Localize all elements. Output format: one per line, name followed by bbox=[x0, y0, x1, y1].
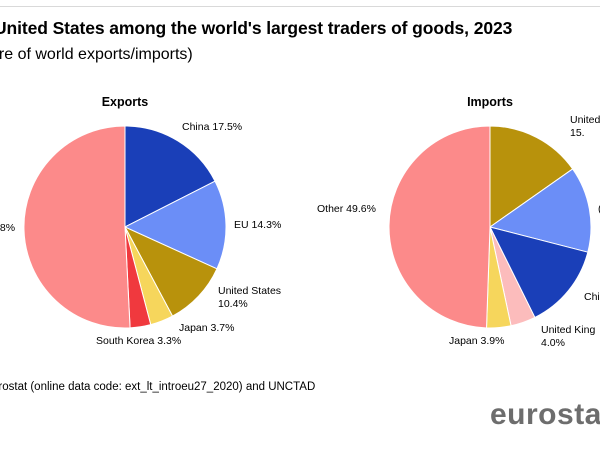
chart-subtitle: are of world exports/imports) bbox=[0, 46, 193, 63]
chart-title: United States among the world's largest … bbox=[0, 18, 513, 38]
imports-title: Imports bbox=[467, 95, 513, 109]
slice-label-japan: Japan 3.9% bbox=[449, 335, 504, 347]
eurostat-logo: eurostat bbox=[490, 398, 600, 431]
exports-pie: Exports China 17.5% EU 14.3% United States… bbox=[0, 95, 281, 347]
exports-labels: China 17.5% EU 14.3% United States 10.4% Jap… bbox=[0, 121, 281, 347]
slice-label-other: Other 49.6% bbox=[317, 203, 376, 215]
slice-label-china: China 17.5% bbox=[182, 121, 242, 133]
exports-slices bbox=[23, 125, 227, 329]
pie-slice-united-states bbox=[489, 125, 574, 228]
slice-label-united-states: United 15. bbox=[570, 114, 600, 139]
slice-label-japan: Japan 3.7% bbox=[179, 322, 234, 334]
slice-label-south-korea: South Korea 3.3% bbox=[96, 335, 181, 347]
slice-label-eu: ( bbox=[598, 203, 600, 215]
exports-title: Exports bbox=[102, 95, 149, 109]
slice-label-other: .8% bbox=[0, 222, 15, 234]
pie-slice-china bbox=[124, 125, 216, 228]
pie-slice-eu bbox=[123, 180, 227, 270]
pie-slice-other bbox=[388, 125, 491, 329]
slice-label-china: Chi bbox=[584, 291, 600, 303]
top-rule bbox=[0, 6, 600, 7]
pie-slice-eu bbox=[488, 168, 592, 253]
source-note: urostat (online data code: ext_lt_introe… bbox=[0, 381, 316, 393]
slice-label-united-states: United States 10.4% bbox=[218, 285, 281, 310]
imports-slices bbox=[388, 125, 592, 329]
slice-label-eu: EU 14.3% bbox=[234, 219, 281, 231]
slice-label-united-kingdom: United King 4.0% bbox=[541, 324, 595, 349]
pie-slice-other bbox=[23, 125, 131, 329]
pie-slice-china bbox=[489, 226, 589, 319]
